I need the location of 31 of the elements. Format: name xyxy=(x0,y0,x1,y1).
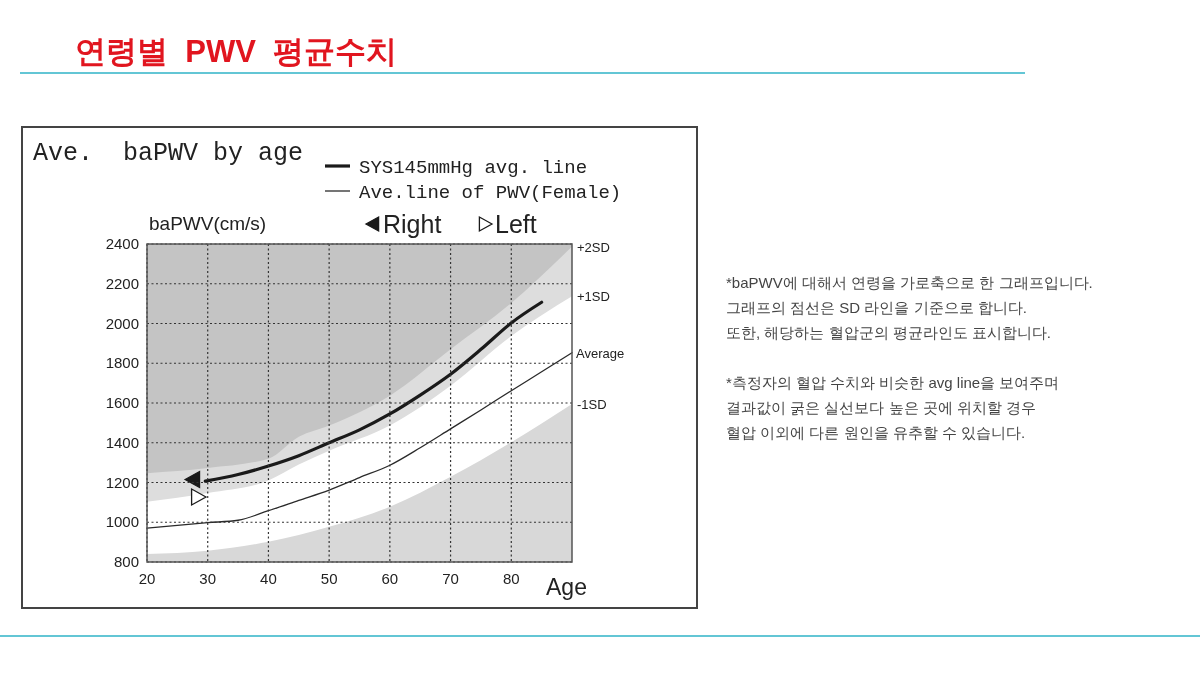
legend-label: Ave.line of PWV(Female) xyxy=(359,182,622,204)
y-tick-label: 2200 xyxy=(105,274,139,292)
y-tick-label: 1200 xyxy=(105,473,139,491)
x-tick-label: 50 xyxy=(320,570,338,587)
x-tick-label: 70 xyxy=(442,570,459,587)
series-label: +2SD xyxy=(577,239,610,255)
y-tick-label: 1800 xyxy=(105,354,139,372)
x-tick-label: 30 xyxy=(199,570,217,587)
y-tick-label: 1000 xyxy=(105,513,139,531)
y-tick-label: 800 xyxy=(113,553,139,570)
x-tick-label: 80 xyxy=(502,570,520,587)
text: *측정자의 혈압 수치와 비슷한 avg line을 보여주며 결과값이 굵은 실선보다 높은 곳에 위치할 경우 혈압 이외에 다른 원인을 유추할 수 있습니다. xyxy=(726,374,1060,441)
x-tick-label: 60 xyxy=(381,570,399,587)
legend-label: Left xyxy=(495,210,537,238)
legend-label: SYS145mmHg avg. line xyxy=(359,157,588,179)
annotation: Average xyxy=(576,345,625,361)
x-tick-label: 40 xyxy=(260,570,277,587)
series-label: -1SD xyxy=(577,396,607,412)
text: *baPWV에 대해서 연령을 가로축으로 한 그래프입니다. 그래프의 점선은 SD 라인을 기준으로 합니다. 또한, 해당하는 혈압군의 평균라인도 표시합니다. xyxy=(726,274,1093,341)
x-axis-title: Age xyxy=(546,574,587,600)
line-series xyxy=(203,300,544,483)
y-tick-label: 1600 xyxy=(105,394,139,411)
legend-label: Right xyxy=(383,210,442,238)
y-axis-title: baPWV(cm/s) xyxy=(149,213,267,234)
y-tick-label: 2400 xyxy=(105,235,139,252)
y-tick-label: 2000 xyxy=(105,314,139,332)
y-tick-label: 1400 xyxy=(105,433,139,451)
chart-subtitle: Ave. baPWV by age xyxy=(33,139,304,168)
series-label: +1SD xyxy=(577,289,610,305)
x-tick-label: 20 xyxy=(138,570,156,587)
chart-title: 연령별 PWV 평균수치 xyxy=(75,34,398,69)
